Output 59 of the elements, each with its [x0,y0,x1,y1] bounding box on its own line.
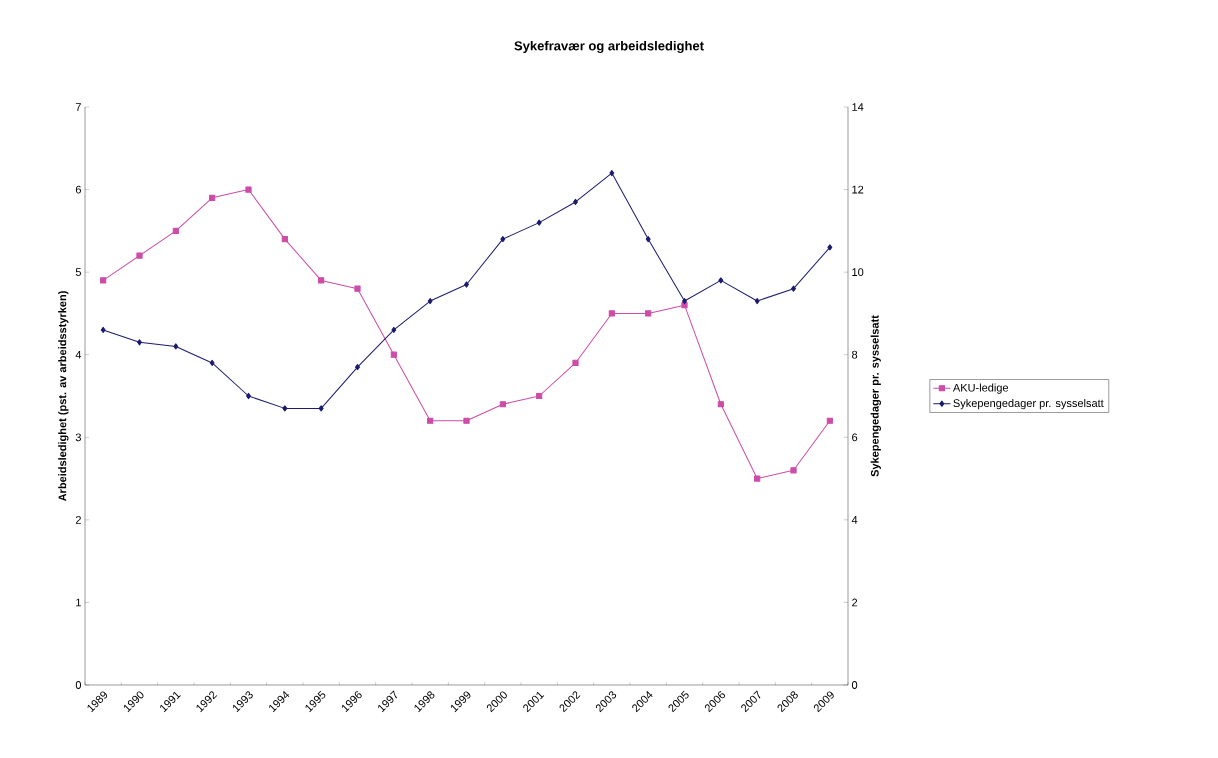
y-tick-label: 6 [75,185,81,194]
y2-tick-label: 8 [852,350,858,359]
y2-tick-label: 14 [852,103,864,111]
point [718,277,724,284]
point [100,326,106,334]
point [500,236,506,243]
point [499,401,506,408]
point [136,252,143,259]
point [572,359,579,367]
point [209,359,215,367]
point [318,277,325,284]
point [427,297,433,305]
y2-tick-label: 2 [852,598,858,607]
y2-tick-label: 10 [852,268,864,277]
point [172,227,179,234]
point [609,169,615,177]
y-tick-label: 0 [75,681,82,689]
point [464,281,469,288]
y2-tick-label: 0 [851,681,858,689]
y2-tick-label: 12 [852,185,864,194]
point [645,236,651,243]
legend-label: AKU-ledige [952,383,1009,394]
point [608,310,615,317]
point [717,401,724,408]
y-tick-label: 2 [75,516,81,524]
point [827,244,833,251]
point [282,405,288,412]
chart-title: Sykefravær og arbeidsledighet [514,40,704,54]
point [318,405,324,412]
point [826,417,833,424]
point [173,343,179,350]
point [355,364,360,371]
point [463,417,470,424]
y2-axis-title: Sykepengedager pr. sysselsatt [870,315,881,477]
point [390,351,397,358]
y-tick-label: 4 [75,350,82,359]
y2-tick-label: 4 [851,516,858,524]
y-tick-label: 3 [75,433,81,442]
point [790,467,797,474]
y-tick-label: 5 [75,268,81,276]
point [391,326,397,334]
point [754,475,761,482]
point [354,285,361,292]
point [137,339,142,346]
point [645,310,652,317]
legend-label: Sykepengedager pr. sysselsatt [953,399,1104,410]
y-tick-label: 1 [76,598,81,607]
y-axis-title: Arbeidsledighet (pst. av arbeidsstyrken) [58,291,69,502]
point [100,277,107,284]
point [536,219,542,226]
point [754,297,760,305]
point [209,194,216,201]
point [245,186,252,193]
point [536,392,543,400]
point [791,285,796,292]
point [427,417,434,424]
point [281,236,288,243]
y-tick-label: 7 [75,103,81,111]
y2-tick-label: 6 [852,433,858,442]
